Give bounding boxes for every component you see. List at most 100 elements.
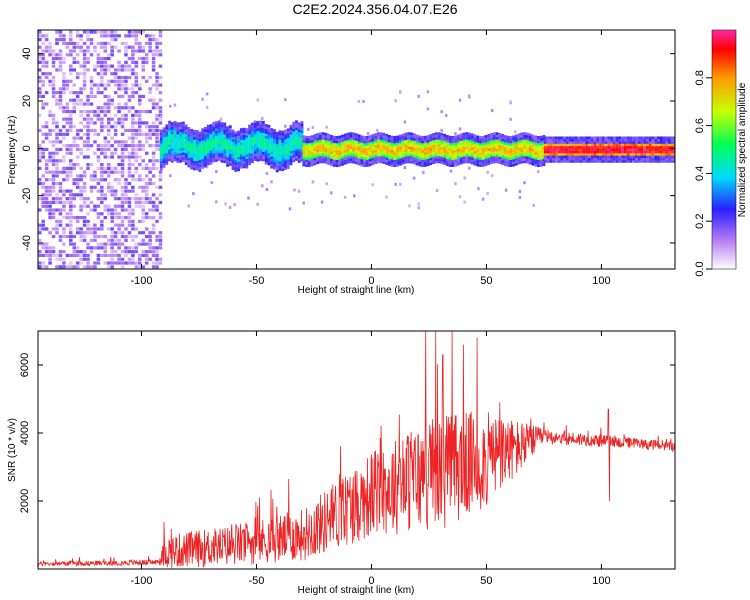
heatmap-cell — [490, 147, 493, 150]
heatmap-cell — [51, 53, 56, 57]
heatmap-cell — [179, 141, 182, 144]
heatmap-cell — [376, 134, 380, 138]
heatmap-cell — [352, 160, 355, 164]
heatmap-cell — [501, 143, 504, 147]
heatmap-cell — [158, 117, 163, 121]
heatmap-cell — [327, 155, 331, 158]
heatmap-cell — [256, 140, 260, 143]
heatmap-cell — [281, 147, 285, 150]
heatmap-cell — [155, 197, 159, 201]
heatmap-cell — [582, 160, 586, 163]
heatmap-cell — [412, 147, 416, 151]
heatmap-cell — [48, 53, 52, 57]
heatmap-cell — [44, 136, 49, 140]
heatmap-cell — [38, 159, 42, 163]
heatmap-cell — [525, 158, 529, 162]
heatmap-cell — [563, 153, 567, 156]
heatmap-cell — [89, 144, 94, 148]
heatmap-cell — [563, 143, 567, 147]
heatmap-cell — [531, 144, 535, 147]
heatmap-cell — [72, 162, 76, 167]
heatmap-cell — [124, 215, 128, 220]
heatmap-cell — [525, 160, 529, 164]
heatmap-cell — [577, 145, 580, 149]
heatmap-cell — [253, 139, 257, 143]
heatmap-cell — [124, 144, 128, 148]
heatmap-cell — [552, 157, 555, 161]
heatmap-cell — [418, 163, 422, 167]
heatmap-cell — [396, 159, 400, 162]
heatmap-cell — [231, 155, 235, 159]
heatmap-cell — [117, 212, 121, 216]
heatmap-cell — [148, 181, 152, 186]
heatmap-cell — [615, 153, 619, 156]
heatmap-cell — [72, 144, 76, 148]
heatmap-cell — [338, 154, 342, 158]
heatmap-cell — [38, 53, 42, 57]
heatmap-cell — [62, 136, 66, 140]
heatmap-cell — [204, 141, 207, 144]
heatmap-cell — [577, 153, 580, 156]
heatmap-cell — [273, 157, 276, 161]
heatmap-cell — [458, 195, 462, 199]
heatmap-cell — [168, 132, 171, 136]
heatmap-cell — [206, 127, 210, 130]
heatmap-cell — [242, 156, 246, 159]
heatmap-cell — [349, 160, 353, 164]
heatmap-cell — [278, 146, 282, 150]
heatmap-cell — [65, 109, 70, 114]
heatmap-cell — [621, 157, 624, 161]
heatmap-cell — [393, 147, 397, 151]
heatmap-cell — [237, 154, 240, 157]
heatmap-cell — [531, 141, 535, 145]
heatmap-cell — [354, 159, 358, 162]
heatmap-cell — [58, 30, 63, 34]
heatmap-cell — [75, 34, 80, 38]
heatmap-cell — [79, 34, 83, 38]
heatmap-cell — [456, 158, 460, 161]
heatmap-cell — [212, 143, 216, 146]
heatmap-cell — [423, 142, 427, 146]
heatmap-cell — [352, 132, 355, 136]
heatmap-cell — [55, 208, 59, 212]
heatmap-cell — [648, 160, 652, 163]
heatmap-cell — [662, 155, 666, 159]
heatmap-cell — [176, 122, 180, 125]
heatmap-cell — [96, 41, 101, 46]
heatmap-cell — [151, 121, 156, 125]
heatmap-cell — [162, 132, 166, 135]
heatmap-cell — [512, 149, 515, 153]
heatmap-cell — [662, 160, 666, 163]
heatmap-cell — [184, 157, 188, 161]
heatmap-cell — [131, 128, 135, 133]
heatmap-cell — [429, 145, 433, 149]
heatmap-cell — [58, 238, 63, 242]
heatmap-cell — [659, 145, 663, 149]
heatmap-cell — [179, 148, 182, 151]
heatmap-cell — [110, 215, 114, 220]
heatmap-cell — [284, 124, 287, 128]
heatmap-cell — [640, 153, 644, 156]
heatmap-cell — [385, 157, 389, 161]
heatmap-cell — [307, 152, 311, 156]
heatmap-cell — [646, 155, 649, 159]
heatmap-cell — [528, 142, 532, 146]
heatmap-cell — [324, 142, 328, 145]
heatmap-cell — [292, 150, 296, 153]
heatmap-cell — [501, 162, 504, 165]
heatmap-cell — [48, 113, 52, 117]
heatmap-cell — [264, 152, 268, 155]
heatmap-cell — [473, 153, 477, 157]
heatmap-cell — [62, 75, 66, 80]
heatmap-cell — [648, 145, 652, 149]
heatmap-cell — [69, 212, 73, 216]
heatmap-cell — [134, 49, 139, 53]
heatmap-cell — [473, 134, 477, 138]
heatmap-cell — [341, 153, 344, 157]
heatmap-cell — [120, 147, 125, 152]
heatmap-cell — [173, 142, 177, 145]
heatmap-cell — [599, 143, 602, 147]
heatmap-cell — [38, 155, 42, 159]
heatmap-cell — [432, 156, 435, 160]
heatmap-cell — [401, 150, 405, 153]
